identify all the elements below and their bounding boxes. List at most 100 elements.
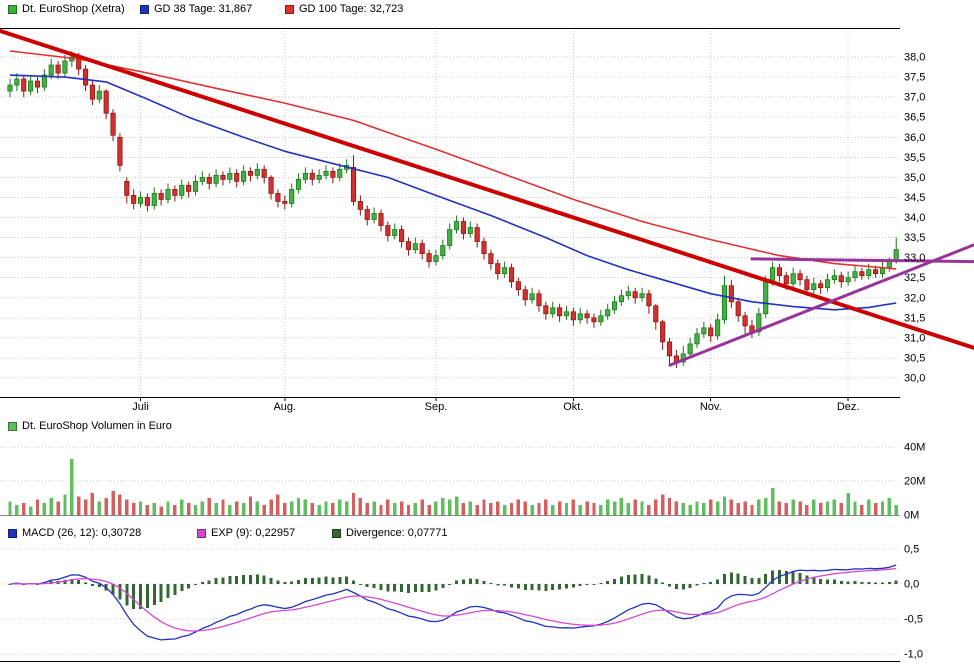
candle-body bbox=[289, 189, 295, 204]
svg-text:Nov.: Nov. bbox=[700, 401, 722, 413]
svg-text:30,0: 30,0 bbox=[904, 373, 925, 385]
volume-bar bbox=[475, 504, 479, 515]
divergence-bar bbox=[695, 584, 699, 586]
macd-swatch-icon bbox=[8, 528, 17, 538]
candle-body bbox=[735, 301, 741, 317]
svg-text:36,0: 36,0 bbox=[904, 132, 925, 144]
candle-body bbox=[28, 80, 34, 92]
candle-body bbox=[886, 261, 892, 269]
divergence-bar bbox=[668, 584, 672, 587]
volume-bar bbox=[777, 501, 782, 515]
volume-bar bbox=[674, 501, 679, 515]
divergence-bar bbox=[248, 575, 252, 584]
volume-bar bbox=[358, 498, 363, 515]
candle-body bbox=[364, 209, 370, 220]
candle-body bbox=[625, 291, 631, 297]
divergence-bar bbox=[764, 574, 768, 584]
volume-bar bbox=[544, 499, 548, 515]
candle-body bbox=[611, 301, 618, 311]
svg-text:35,5: 35,5 bbox=[904, 152, 925, 164]
divergence-bar bbox=[757, 577, 761, 584]
candle-body bbox=[570, 311, 576, 321]
volume-bar bbox=[28, 506, 33, 515]
divergence-bar bbox=[846, 581, 850, 584]
candle-body bbox=[804, 279, 810, 291]
candle-body bbox=[89, 84, 96, 100]
candle-body bbox=[96, 90, 102, 100]
volume-bar bbox=[764, 498, 768, 515]
svg-text:36,5: 36,5 bbox=[904, 112, 925, 124]
candle-body bbox=[708, 327, 714, 337]
volume-bar bbox=[434, 501, 438, 515]
candle-body bbox=[392, 229, 398, 236]
candle-body bbox=[48, 64, 54, 76]
volume-bar bbox=[750, 504, 754, 515]
candle-body bbox=[412, 243, 418, 250]
volume-bar bbox=[688, 504, 692, 515]
candle-body bbox=[859, 271, 865, 277]
candle-body bbox=[790, 273, 796, 285]
volume-bar bbox=[379, 504, 383, 515]
divergence-bar bbox=[736, 573, 740, 584]
exp-signal-line bbox=[9, 567, 897, 632]
candle-body bbox=[618, 295, 625, 303]
divergence-bar bbox=[406, 584, 410, 593]
divergence-swatch-icon bbox=[332, 528, 341, 538]
candle-body bbox=[165, 189, 171, 200]
candle-body bbox=[550, 307, 556, 315]
gd100-swatch-icon bbox=[285, 4, 294, 14]
divergence-bar bbox=[661, 582, 665, 584]
volume-bar bbox=[152, 503, 156, 515]
candle-body bbox=[124, 181, 130, 196]
candle-body bbox=[137, 197, 144, 204]
candle-body bbox=[488, 253, 494, 265]
svg-text:Dez.: Dez. bbox=[837, 401, 860, 413]
divergence-bar bbox=[166, 584, 170, 599]
volume-swatch-icon bbox=[8, 421, 17, 431]
candle-body bbox=[186, 185, 192, 192]
candle-body bbox=[522, 289, 528, 301]
volume-bar bbox=[619, 498, 624, 515]
volume-bar bbox=[386, 499, 390, 515]
divergence-bar bbox=[530, 584, 534, 590]
volume-bar bbox=[303, 499, 308, 515]
divergence-bar bbox=[358, 583, 362, 585]
volume-bar bbox=[585, 501, 589, 515]
candle-body bbox=[776, 267, 783, 277]
svg-text:33,0: 33,0 bbox=[904, 252, 925, 264]
divergence-bar bbox=[152, 584, 156, 605]
volume-bar bbox=[605, 499, 610, 515]
divergence-bar bbox=[716, 579, 720, 584]
volume-bar bbox=[269, 499, 273, 515]
divergence-bar bbox=[743, 575, 747, 584]
svg-text:34,0: 34,0 bbox=[904, 212, 925, 224]
volume-bar bbox=[482, 499, 486, 515]
ma-line bbox=[9, 74, 897, 311]
svg-text:32,5: 32,5 bbox=[904, 272, 925, 284]
volume-bar bbox=[441, 498, 445, 515]
candle-body bbox=[62, 60, 68, 74]
divergence-bar bbox=[262, 575, 266, 584]
divergence-bar bbox=[867, 581, 871, 584]
volume-bar bbox=[296, 498, 301, 515]
candle-body bbox=[508, 267, 515, 283]
divergence-bar bbox=[709, 581, 713, 584]
divergence-bar bbox=[558, 584, 562, 590]
candle-body bbox=[7, 84, 13, 92]
candle-body bbox=[330, 170, 336, 178]
volume-bar bbox=[461, 503, 466, 515]
divergence-bar bbox=[173, 584, 177, 596]
volume-bar bbox=[289, 501, 294, 515]
divergence-bar bbox=[750, 578, 754, 584]
divergence-bar bbox=[619, 576, 623, 584]
divergence-bar bbox=[564, 584, 568, 589]
divergence-bar bbox=[537, 584, 541, 591]
divergence-bar bbox=[832, 579, 836, 584]
volume-bar bbox=[640, 501, 644, 515]
divergence-bar bbox=[819, 578, 823, 584]
divergence-bar bbox=[139, 584, 143, 609]
divergence-bar bbox=[187, 584, 191, 589]
volume-bar bbox=[729, 499, 734, 515]
svg-text:0,0: 0,0 bbox=[904, 579, 919, 591]
volume-bar bbox=[317, 504, 321, 515]
